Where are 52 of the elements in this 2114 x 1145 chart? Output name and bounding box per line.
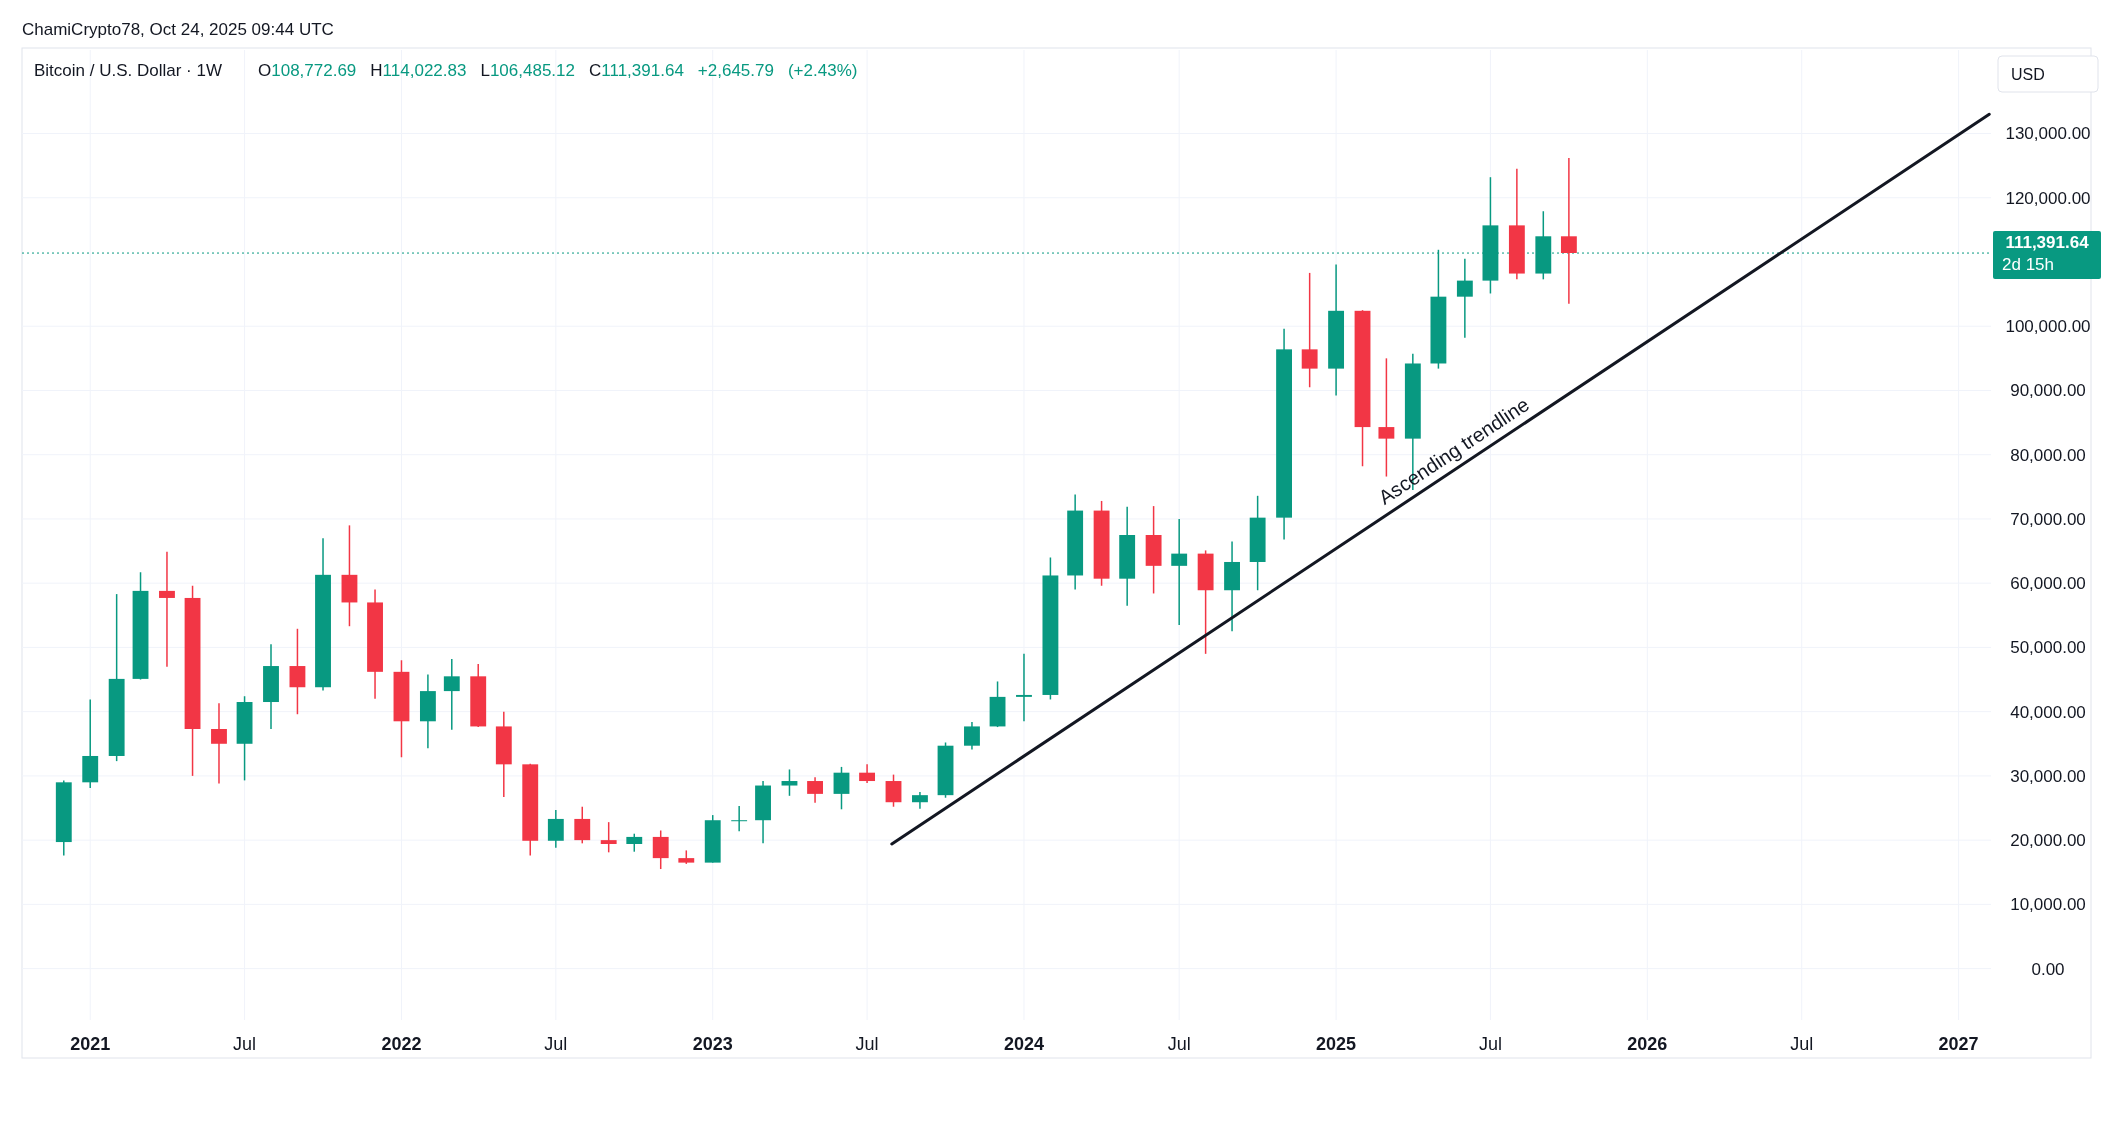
x-tick-label: 2022: [381, 1034, 422, 1054]
x-tick-label: Jul: [544, 1034, 568, 1054]
y-tick-label: 20,000.00: [2010, 831, 2086, 851]
x-tick-label: 2021: [70, 1034, 111, 1054]
candlestick: [547, 809, 564, 849]
candlestick: [1456, 258, 1473, 339]
x-tick-label: Jul: [1167, 1034, 1191, 1054]
text: 2d 15h: [2002, 255, 2054, 275]
x-tick-label: Jul: [233, 1034, 257, 1054]
y-tick-label: 40,000.00: [2010, 702, 2086, 722]
y-tick-label: 130,000.00: [2005, 124, 2091, 144]
y-tick-label: 60,000.00: [2010, 574, 2086, 594]
candlestick: [1016, 653, 1032, 723]
y-tick-label: 70,000.00: [2010, 509, 2086, 529]
candlestick: [652, 829, 669, 870]
y-tick-label: 50,000.00: [2010, 638, 2086, 658]
candlestick: [574, 805, 591, 845]
x-tick-label: 2024: [1003, 1034, 1044, 1054]
candlestick: [885, 773, 902, 808]
y-tick-label: 10,000.00: [2010, 895, 2086, 915]
text: O108,772.69 H114,022.83 L106,485.12 C111,391.64 +2,645.79 (+2.43%): [258, 61, 858, 80]
candlestick: [1301, 272, 1318, 388]
candlestick: [1560, 157, 1577, 305]
text: ChamiCrypto78, Oct 24, 2025 09:44 UTC: [22, 20, 334, 39]
candlestick: [1171, 518, 1188, 626]
y-tick-label: 120,000.00: [2005, 188, 2091, 208]
candlestick: [600, 821, 617, 854]
candlestick: [731, 805, 748, 832]
candlestick: [159, 550, 175, 668]
x-tick-label: Jul: [855, 1034, 879, 1054]
candlestick: [781, 768, 798, 797]
candlestick: [289, 628, 306, 715]
candlestick: [859, 763, 876, 784]
text: USD: [2011, 66, 2045, 83]
x-tick-label: 2025: [1316, 1034, 1357, 1054]
y-tick-label: 80,000.00: [2010, 445, 2086, 465]
candlestick: [807, 776, 823, 804]
x-tick-label: 2023: [692, 1034, 733, 1054]
candlestick: [443, 658, 460, 731]
y-tick-label: 30,000.00: [2010, 766, 2086, 786]
y-tick-label: 0.00: [2031, 959, 2065, 979]
y-tick-label: 100,000.00: [2005, 317, 2091, 337]
candlestick: [833, 766, 850, 811]
candlestick: [211, 702, 227, 785]
ref-line-label: 111,391.64: [2005, 233, 2090, 253]
x-tick-label: Jul: [1478, 1034, 1502, 1054]
text: Bitcoin / U.S. Dollar · 1W: [34, 61, 222, 80]
y-tick-label: 90,000.00: [2010, 381, 2086, 401]
x-tick-label: 2026: [1627, 1034, 1668, 1054]
x-tick-label: 2027: [1938, 1034, 1979, 1054]
x-tick-label: Jul: [1790, 1034, 1814, 1054]
candlestick: [964, 721, 980, 751]
